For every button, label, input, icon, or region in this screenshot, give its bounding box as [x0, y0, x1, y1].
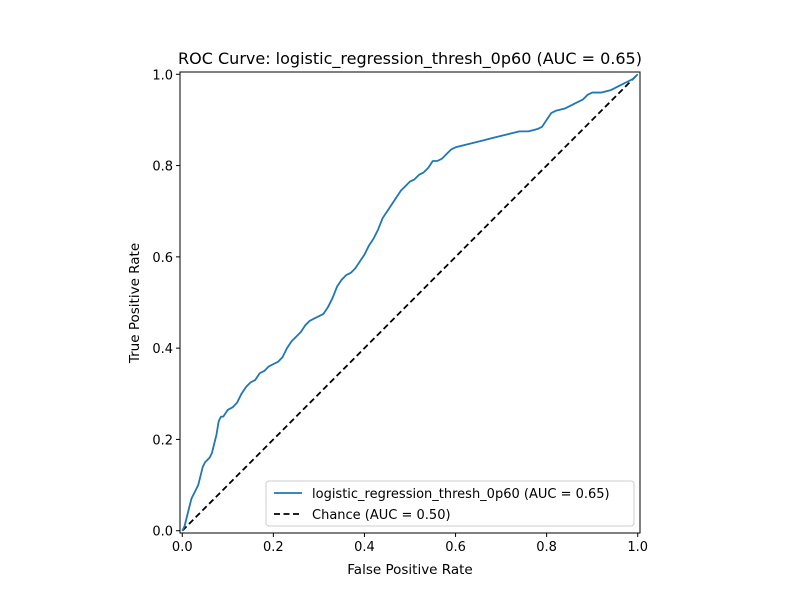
- y-tick-label: 0.0: [152, 525, 173, 540]
- chance-line: [181, 73, 639, 532]
- plot-area: 0.0 0.2 0.4 0.6 0.8 1.0 0.0 0.2 0.4 0.6 0.8 1.0 logi…: [152, 68, 648, 555]
- legend-roc-label: logistic_regression_thresh_0p60 (AUC = 0…: [312, 487, 610, 502]
- y-tick-label: 1.0: [152, 68, 173, 83]
- y-tick-label: 0.2: [152, 433, 173, 448]
- axes-frame: [179, 71, 641, 534]
- y-axis-label: True Positive Rate: [127, 243, 143, 364]
- legend-chance-label: Chance (AUC = 0.50): [312, 508, 451, 523]
- x-tick-label: 0.4: [354, 540, 375, 555]
- chart-title: ROC Curve: logistic_regression_thresh_0p…: [178, 49, 642, 69]
- x-tick-label: 0.0: [172, 540, 193, 555]
- y-tick-label: 0.4: [152, 342, 173, 357]
- x-tick-label: 1.0: [627, 540, 648, 555]
- legend-box: [265, 480, 635, 527]
- x-tick-label: 0.2: [263, 540, 284, 555]
- x-tick-label: 0.6: [445, 540, 466, 555]
- x-axis-label: False Positive Rate: [347, 562, 472, 578]
- x-tick-label: 0.8: [536, 540, 557, 555]
- y-tick-label: 0.8: [152, 160, 173, 175]
- roc-curve-line: [181, 73, 639, 532]
- y-tick-label: 0.6: [152, 251, 173, 266]
